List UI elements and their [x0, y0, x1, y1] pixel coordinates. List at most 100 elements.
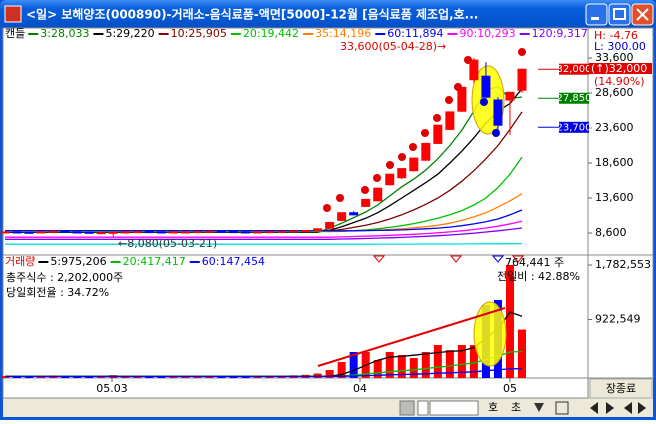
turnover-info: 당일회전율 : 34.72%: [6, 285, 109, 299]
candle-body: [192, 231, 202, 234]
candle-body: [132, 231, 142, 234]
candle-body: [313, 228, 323, 232]
tool-button[interactable]: [417, 400, 429, 416]
candle-body: [421, 142, 431, 161]
legend-label: 10:25,905: [171, 27, 227, 40]
toolbar: 호 초: [399, 400, 646, 416]
high-annotation: 33,600(05-04-28)→: [340, 40, 446, 53]
candle-body: [156, 231, 166, 234]
volume-bar: [457, 345, 466, 378]
last-volume: 764,441 주: [505, 256, 564, 269]
volume-bar: [145, 376, 154, 378]
low-info: L: 300.00: [594, 40, 646, 53]
candle-body: [84, 231, 94, 234]
candle-body: [204, 230, 214, 233]
range-input[interactable]: [429, 400, 479, 416]
volume-bar: [505, 265, 514, 378]
signal-icon: [433, 114, 441, 122]
candle-body: [180, 231, 190, 234]
minimize-button[interactable]: [585, 3, 608, 26]
maximize-button[interactable]: [608, 3, 631, 26]
trend-line: [317, 307, 506, 367]
candle-body: [120, 231, 130, 234]
x-tick-label: 05: [503, 382, 517, 395]
moving-average-line: [5, 227, 523, 240]
y-tick-label: 28,600: [595, 86, 634, 99]
signal-icon: [398, 153, 406, 161]
candle-body: [12, 231, 22, 234]
candle-body: [216, 230, 226, 233]
volume-bar: [229, 376, 238, 378]
x-tick-label: 04: [353, 382, 367, 395]
candle-body: [228, 231, 238, 234]
tool-button[interactable]: [534, 403, 544, 412]
candle-body: [481, 75, 491, 98]
candle-body: [277, 230, 287, 233]
volume-bar: [337, 362, 346, 378]
moving-average-line: [5, 368, 523, 378]
candle-body: [96, 232, 106, 235]
y-tick-label: 8,600: [595, 226, 627, 239]
signal-icon: [464, 56, 472, 64]
prev-ratio: 전일비 : 42.88%: [497, 269, 580, 283]
close-icon: [636, 8, 649, 21]
shares-info: 총주식수 : 2,202,000주: [6, 271, 123, 284]
candle-body: [289, 230, 299, 233]
app-icon: [4, 5, 22, 23]
minimize-icon: [591, 17, 599, 20]
y-tick-label: 1,782,553: [595, 258, 651, 271]
change-rate: (14.90%): [594, 75, 645, 88]
candle-body: [252, 231, 262, 234]
y-tick-label: 23,600: [595, 121, 634, 134]
signal-icon: [323, 204, 331, 212]
high-info: H: -4.76: [594, 29, 638, 42]
signal-triangle: [372, 255, 525, 263]
candle-body: [265, 231, 275, 234]
candle-body: [433, 124, 443, 144]
candle-body: [36, 231, 46, 234]
candle-body: [325, 222, 335, 229]
volume-bar: [518, 329, 526, 378]
candle-body: [337, 212, 347, 221]
legend-label: 3:28,033: [40, 27, 89, 40]
volume-bar: [349, 352, 358, 378]
y-tick-label: 13,600: [595, 191, 634, 204]
candle-body: [373, 187, 383, 202]
scroll-button[interactable]: [590, 402, 646, 414]
candle-body: [72, 231, 82, 234]
price-tag-box: [559, 121, 589, 133]
tool-button-label[interactable]: 호: [488, 401, 498, 414]
candle-body: [108, 231, 118, 234]
candle-body: [361, 198, 371, 207]
candle-body: [493, 99, 503, 126]
volume-bar: [181, 376, 190, 378]
legend-label: 20:19,442: [243, 27, 299, 40]
current-price: (↑)32,000: [591, 62, 647, 75]
legend-label: 5:29,220: [105, 27, 154, 40]
price-tag-label: 23,700: [557, 122, 592, 133]
candle-body: [144, 231, 154, 234]
candle-body: [385, 173, 395, 186]
volume-bar: [325, 370, 334, 378]
tool-button[interactable]: [399, 400, 415, 416]
price-tag-label: 27,850: [557, 93, 592, 104]
status-box: [589, 378, 653, 399]
x-tick-label: 05.03: [96, 382, 128, 395]
legend-title: 거래량: [5, 255, 35, 268]
volume-bar: [97, 376, 106, 378]
tool-button[interactable]: [555, 401, 569, 415]
chart-marks-top: 33,600 28,600 23,600 18,600 13,600 8,600 1,782…: [0, 27, 653, 395]
volume-bar: [133, 376, 142, 378]
signal-icon: [361, 186, 369, 194]
y-tick-label: 922,549: [595, 313, 641, 326]
candle-body: [469, 59, 479, 81]
moving-average-line: [5, 209, 523, 232]
window-title: <일> 보해양조(000890)-거래소-음식료품-액면[5000]-12월 […: [26, 7, 478, 22]
candle-body: [168, 231, 178, 234]
volume-bar: [445, 350, 454, 378]
candle-body: [409, 157, 419, 172]
candle-body: [60, 230, 70, 233]
tool-button-label[interactable]: 초: [511, 401, 521, 414]
axis-mask: [589, 29, 652, 40]
